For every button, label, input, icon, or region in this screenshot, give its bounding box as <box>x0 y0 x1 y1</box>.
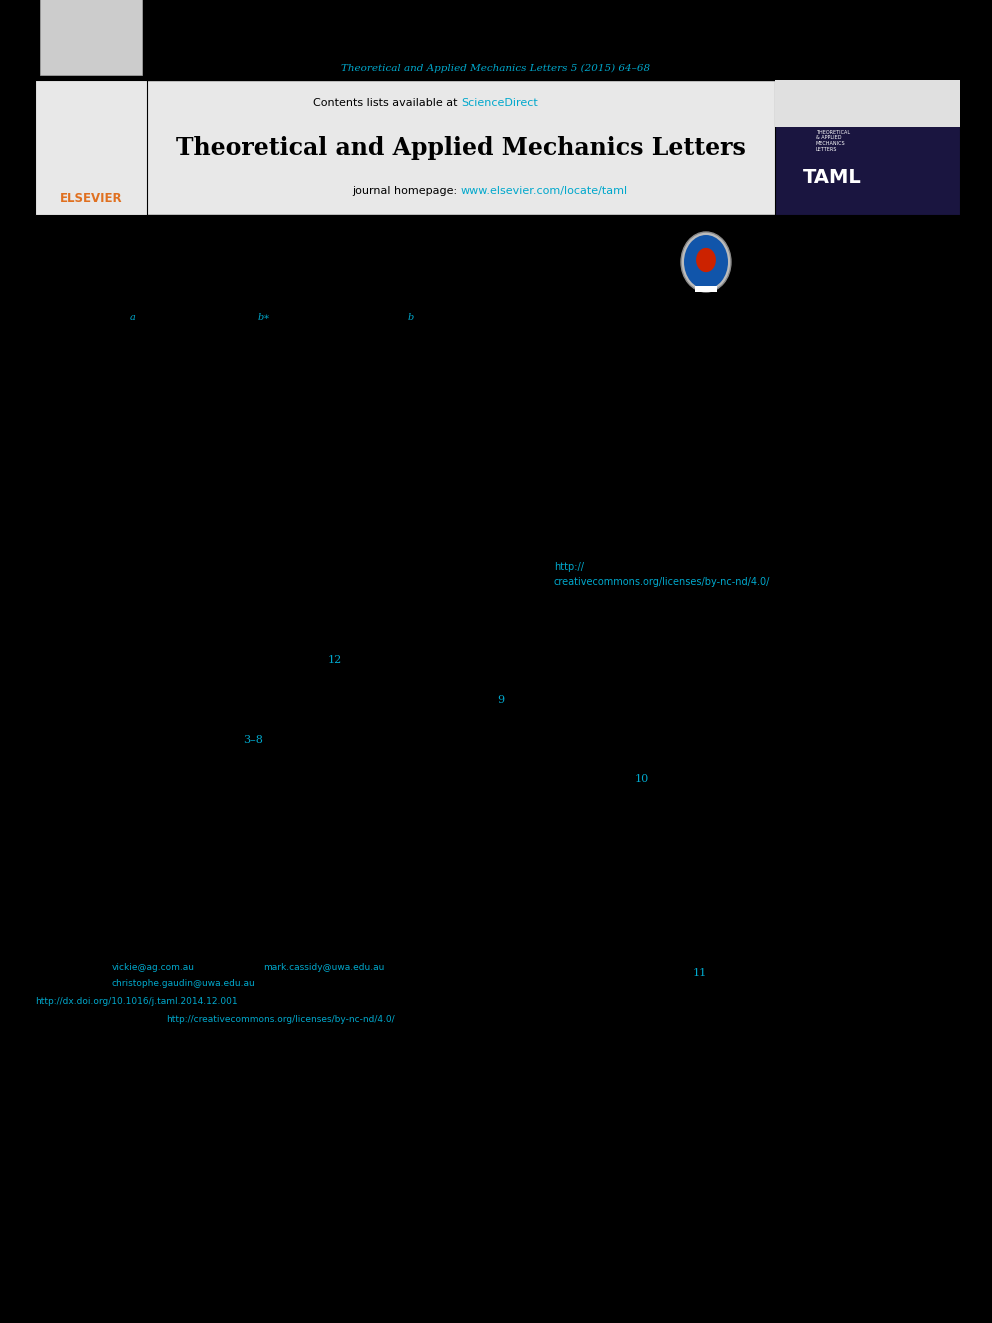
Text: Theoretical and Applied Mechanics Letters 5 (2015) 64–68: Theoretical and Applied Mechanics Letter… <box>341 64 651 73</box>
Text: journal homepage:: journal homepage: <box>352 185 461 196</box>
Text: THEORETICAL
& APPLIED
MECHANICS
LETTERS: THEORETICAL & APPLIED MECHANICS LETTERS <box>815 130 850 152</box>
Text: ELSEVIER: ELSEVIER <box>60 192 122 205</box>
FancyBboxPatch shape <box>695 286 717 292</box>
Text: 10: 10 <box>635 774 649 785</box>
Text: ScienceDirect: ScienceDirect <box>461 98 538 108</box>
Text: Contents lists available at: Contents lists available at <box>313 98 461 108</box>
FancyBboxPatch shape <box>35 79 147 216</box>
Text: http://creativecommons.org/licenses/by-nc-nd/4.0/: http://creativecommons.org/licenses/by-n… <box>166 1016 395 1024</box>
Text: b: b <box>408 314 415 323</box>
Text: 12: 12 <box>328 655 342 665</box>
Text: b∗: b∗ <box>258 314 271 323</box>
Ellipse shape <box>684 235 728 288</box>
Text: TAML: TAML <box>803 168 861 187</box>
FancyBboxPatch shape <box>775 79 960 127</box>
FancyBboxPatch shape <box>35 79 960 216</box>
Text: www.elsevier.com/locate/taml: www.elsevier.com/locate/taml <box>461 185 628 196</box>
FancyBboxPatch shape <box>775 79 960 216</box>
Text: vickie@ag.com.au: vickie@ag.com.au <box>112 963 195 972</box>
FancyBboxPatch shape <box>40 0 142 75</box>
Text: a: a <box>130 314 136 323</box>
Ellipse shape <box>696 247 716 273</box>
Text: 9: 9 <box>497 695 504 705</box>
Ellipse shape <box>681 232 731 292</box>
Text: creativecommons.org/licenses/by-nc-nd/4.0/: creativecommons.org/licenses/by-nc-nd/4.… <box>554 577 771 587</box>
Text: http://: http:// <box>554 562 584 572</box>
Text: 3–8: 3–8 <box>243 736 263 745</box>
Text: http://dx.doi.org/10.1016/j.taml.2014.12.001: http://dx.doi.org/10.1016/j.taml.2014.12… <box>35 998 238 1007</box>
Text: Theoretical and Applied Mechanics Letters: Theoretical and Applied Mechanics Letter… <box>176 135 746 160</box>
Text: mark.cassidy@uwa.edu.au: mark.cassidy@uwa.edu.au <box>263 963 384 972</box>
Text: 11: 11 <box>693 968 707 978</box>
Text: christophe.gaudin@uwa.edu.au: christophe.gaudin@uwa.edu.au <box>112 979 256 988</box>
